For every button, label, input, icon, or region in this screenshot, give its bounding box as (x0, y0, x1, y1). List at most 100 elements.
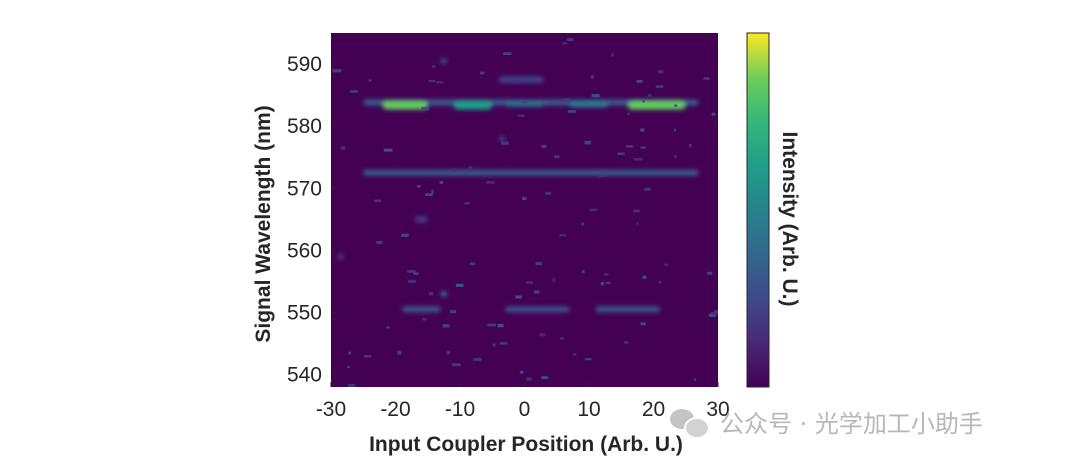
noise-speckle (657, 70, 664, 74)
noise-speckle (455, 283, 464, 287)
noise-speckle (693, 378, 696, 382)
watermark: 公众号 · 光学加工小助手 (668, 404, 983, 439)
x-tick-label: 30 (706, 398, 729, 421)
noise-speckle (473, 358, 482, 361)
heatmap-feature-15 (498, 135, 506, 142)
noise-speckle (407, 270, 416, 273)
noise-speckle (485, 181, 495, 184)
noise-speckle (348, 351, 351, 355)
noise-speckle (640, 128, 645, 132)
noise-speckle (600, 282, 605, 286)
x-tick-label: 0 (519, 398, 531, 421)
noise-speckle (436, 81, 444, 84)
noise-speckle (503, 52, 512, 56)
noise-speckle (512, 80, 520, 83)
noise-speckle (421, 106, 429, 111)
colorbar-label: Intensity (Arb. U.) (778, 131, 801, 306)
noise-speckle (425, 193, 433, 196)
noise-speckle (545, 191, 552, 195)
heatmap-feature-14 (337, 253, 344, 260)
noise-speckle (413, 272, 419, 275)
heatmap-feature-3 (505, 100, 544, 107)
noise-speckle (644, 187, 651, 191)
noise-speckle (539, 333, 546, 337)
noise-speckle (562, 42, 568, 45)
heatmap-feature-5 (627, 100, 686, 110)
noise-speckle (479, 71, 485, 75)
noise-speckle (636, 80, 643, 83)
noise-speckle (533, 290, 540, 294)
noise-speckle (428, 80, 436, 83)
heatmap-feature-4 (569, 101, 609, 108)
noise-speckle (625, 145, 634, 148)
y-axis-title: Signal Wavelength (nm) (252, 105, 275, 342)
noise-speckle (442, 324, 450, 328)
noise-speckle (591, 94, 600, 98)
noise-speckle (451, 168, 457, 172)
noise-speckle (706, 271, 713, 275)
noise-speckle (627, 112, 631, 115)
noise-speckle (617, 152, 625, 155)
noise-speckle (526, 377, 532, 381)
noise-speckle (397, 350, 402, 355)
noise-speckle (709, 313, 717, 317)
heatmap-feature-7 (440, 57, 448, 64)
noise-speckle (710, 311, 718, 315)
noise-speckle (346, 366, 350, 369)
noise-speckle (386, 326, 390, 329)
noise-speckle (567, 110, 576, 113)
noise-speckle (541, 376, 549, 380)
x-tick-label: 10 (577, 398, 600, 421)
heatmap-feature-11 (505, 306, 570, 313)
noise-speckle (611, 53, 614, 57)
noise-speckle (535, 262, 543, 266)
noise-speckle (521, 100, 528, 104)
noise-speckle (572, 353, 577, 356)
noise-speckle (554, 155, 560, 159)
noise-speckle (688, 143, 692, 148)
noise-speckle (449, 310, 457, 314)
noise-speckle (439, 180, 444, 185)
y-tick-label: 560 (287, 239, 322, 262)
noise-speckle (673, 128, 676, 132)
noise-speckle (446, 350, 451, 355)
wechat-icon (668, 405, 712, 439)
noise-speckle (623, 341, 629, 344)
x-axis-title: Input Coupler Position (Arb. U.) (369, 433, 683, 456)
noise-speckle (640, 322, 646, 326)
heatmap-feature-10 (401, 306, 441, 313)
heatmap-feature-2 (453, 100, 493, 110)
noise-speckle (464, 202, 470, 205)
noise-speckle (522, 196, 527, 200)
heatmap-layer (337, 57, 699, 313)
plot-area (331, 33, 718, 387)
noise-speckle (648, 94, 652, 97)
noise-speckle (497, 323, 504, 328)
heatmap-feature-6 (363, 169, 699, 176)
y-tick-label: 580 (287, 115, 322, 138)
noise-speckle (517, 114, 525, 117)
heatmap-feature-12 (595, 306, 660, 313)
noise-speckle (515, 295, 522, 299)
noise-speckle (581, 222, 584, 226)
x-tick-label: -20 (380, 398, 410, 421)
x-tick-label: 20 (642, 398, 665, 421)
noise-speckle (559, 337, 565, 340)
noise-speckle (469, 262, 476, 266)
y-axis: 540 550 560 570 580 590 (287, 53, 336, 387)
noise-speckle (642, 99, 645, 103)
y-tick-label: 590 (287, 53, 322, 76)
noise-speckle (368, 79, 372, 82)
noise-speckle (598, 174, 606, 177)
noise-speckle (658, 280, 662, 284)
heatmap-feature-1 (382, 100, 428, 110)
x-tick-label: -10 (445, 398, 475, 421)
noise-speckle (421, 317, 427, 321)
noise-speckle (487, 323, 496, 327)
noise-speckle (655, 85, 664, 88)
y-tick-label: 570 (287, 177, 322, 200)
noise-speckle (640, 146, 646, 149)
heatmap-feature-8 (498, 76, 544, 83)
noise-speckle (541, 144, 547, 149)
